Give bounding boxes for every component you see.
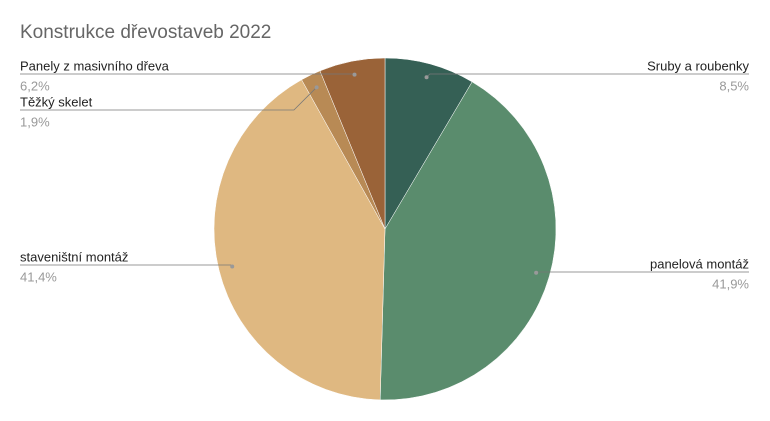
leader-dot xyxy=(424,75,429,80)
leader-line xyxy=(535,271,749,273)
pie-slice xyxy=(384,57,473,230)
slice-value-label: 41,9% xyxy=(712,276,749,291)
slice-value-label: 8,5% xyxy=(719,78,749,93)
slice-label: Panely z masivního dřeva xyxy=(20,58,170,73)
slice-label: Sruby a roubenky xyxy=(647,58,749,73)
slice-label: panelová montáž xyxy=(650,256,749,271)
leader-dot xyxy=(230,264,235,269)
leader-line xyxy=(20,87,317,111)
leader-dot xyxy=(314,85,319,90)
leader-dot xyxy=(534,270,539,275)
pie-slice xyxy=(319,57,386,230)
slice-value-label: 1,9% xyxy=(20,114,50,129)
chart-title: Konstrukce dřevostaveb 2022 xyxy=(20,22,271,43)
pie-slice xyxy=(379,81,557,401)
slice-label: Těžký skelet xyxy=(20,94,93,109)
leader-line xyxy=(20,73,355,75)
leader-dot xyxy=(352,72,357,77)
pie-slice xyxy=(213,79,386,401)
slice-value-label: 6,2% xyxy=(20,78,50,93)
slice-value-label: 41,4% xyxy=(20,269,57,284)
leader-line xyxy=(426,73,749,78)
leader-line xyxy=(20,264,233,267)
slice-label: staveništní montáž xyxy=(20,249,128,264)
